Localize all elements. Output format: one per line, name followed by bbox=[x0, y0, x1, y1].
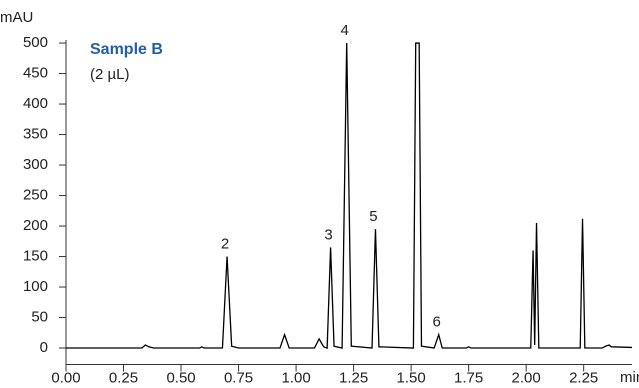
x-tick-label: 1.75 bbox=[454, 369, 483, 386]
y-tick-label: 500 bbox=[23, 34, 48, 51]
y-tick-label: 100 bbox=[23, 278, 48, 295]
chart-title: Sample B bbox=[90, 41, 163, 58]
y-tick-label: 150 bbox=[23, 248, 48, 265]
y-tick-label: 400 bbox=[23, 95, 48, 112]
y-axis-label: mAU bbox=[0, 9, 33, 26]
x-tick-label: 2.00 bbox=[512, 369, 541, 386]
trace bbox=[66, 42, 633, 349]
peak-label: 5 bbox=[369, 208, 377, 225]
x-tick-label: 1.00 bbox=[281, 369, 310, 386]
peak-label: 4 bbox=[341, 22, 349, 39]
x-tick-label: 0.75 bbox=[224, 369, 253, 386]
x-tick-label: 2.25 bbox=[569, 369, 598, 386]
chart-subtitle: (2 µL) bbox=[90, 66, 130, 83]
y-tick-label: 300 bbox=[23, 156, 48, 173]
peak-label: 3 bbox=[324, 226, 332, 243]
x-tick-label: 1.25 bbox=[339, 369, 368, 386]
x-axis-label: min bbox=[620, 369, 639, 386]
y-tick-label: 0 bbox=[40, 339, 48, 356]
x-tick-label: 1.50 bbox=[397, 369, 426, 386]
x-tick-label: 0.50 bbox=[166, 369, 195, 386]
y-tick-label: 200 bbox=[23, 217, 48, 234]
peak-label: 6 bbox=[433, 314, 441, 331]
y-tick-label: 450 bbox=[23, 65, 48, 82]
y-tick-label: 350 bbox=[23, 126, 48, 143]
x-tick-label: 0.25 bbox=[109, 369, 138, 386]
y-tick-label: 250 bbox=[23, 187, 48, 204]
y-tick-label: 50 bbox=[31, 309, 48, 326]
x-tick-label: 0.00 bbox=[51, 369, 80, 386]
peak-label: 2 bbox=[221, 236, 229, 253]
